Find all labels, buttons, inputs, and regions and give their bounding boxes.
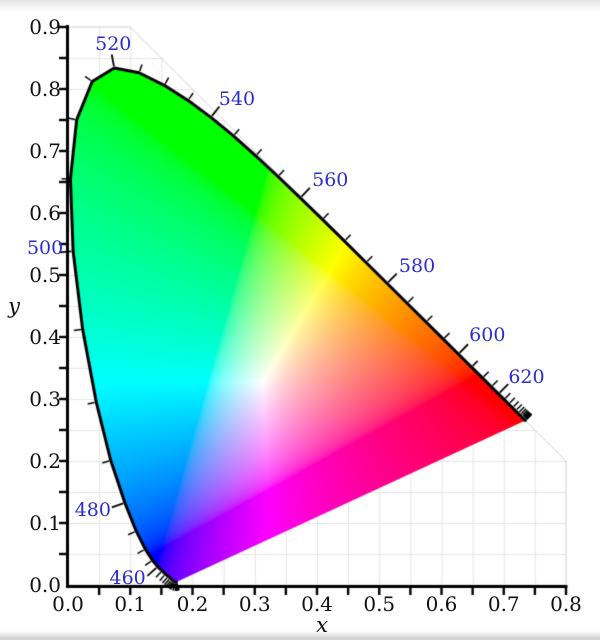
- top-edge-shade: [0, 0, 600, 11]
- bottom-edge-shade: [0, 631, 600, 640]
